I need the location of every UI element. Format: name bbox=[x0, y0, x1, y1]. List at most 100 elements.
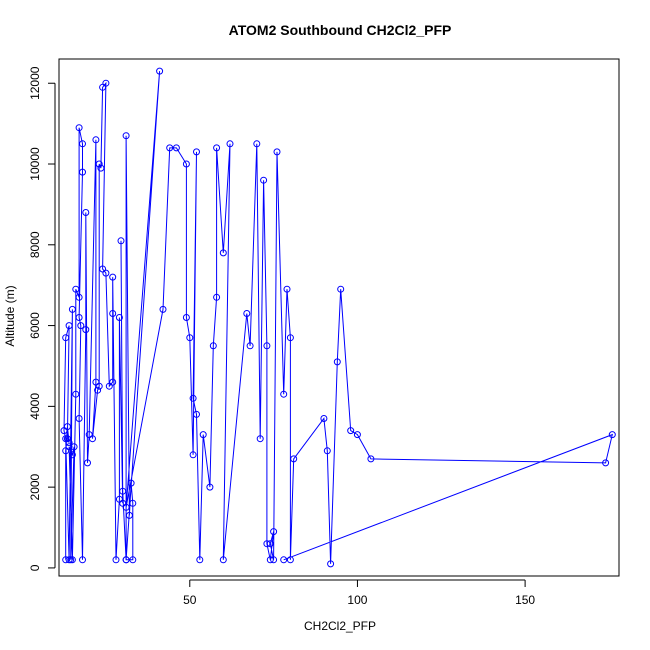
data-point bbox=[263, 342, 271, 350]
data-point bbox=[159, 305, 167, 313]
data-point bbox=[79, 140, 86, 148]
y-tick-label: 4000 bbox=[28, 393, 42, 420]
data-point bbox=[266, 540, 274, 548]
data-point bbox=[82, 209, 90, 216]
data-point bbox=[253, 140, 261, 148]
x-tick-label: 150 bbox=[515, 593, 535, 607]
data-point bbox=[193, 148, 200, 156]
data-point bbox=[172, 144, 180, 152]
data-point bbox=[209, 342, 217, 350]
data-point bbox=[89, 435, 96, 443]
data-point bbox=[226, 140, 234, 148]
data-point bbox=[105, 382, 113, 390]
data-point bbox=[213, 144, 221, 152]
data-point bbox=[286, 556, 294, 564]
data-point bbox=[367, 455, 375, 463]
x-tick-label: 50 bbox=[183, 593, 197, 607]
data-point bbox=[270, 556, 278, 564]
data-point bbox=[95, 160, 103, 168]
plot-frame bbox=[58, 58, 620, 577]
data-point bbox=[94, 386, 102, 394]
y-tick-label: 12000 bbox=[28, 66, 42, 100]
series-lines bbox=[63, 71, 614, 564]
y-tick-label: 6000 bbox=[28, 312, 42, 339]
data-point bbox=[270, 528, 278, 536]
data-point bbox=[63, 423, 71, 431]
y-tick-label: 8000 bbox=[28, 231, 42, 258]
chart-title: ATOM2 Southbound CH2Cl2_PFP bbox=[229, 22, 452, 38]
data-point bbox=[260, 176, 268, 184]
data-point bbox=[320, 415, 328, 422]
data-point bbox=[243, 310, 251, 317]
data-point bbox=[333, 358, 341, 366]
data-point bbox=[82, 326, 90, 334]
y-tick-label: 10000 bbox=[28, 147, 42, 181]
data-point bbox=[72, 285, 80, 293]
data-point bbox=[62, 447, 70, 455]
data-point bbox=[219, 556, 227, 564]
y-axis: 0 2000 4000 6000 8000 10000 12000 bbox=[28, 66, 56, 571]
data-point bbox=[186, 334, 194, 342]
data-point bbox=[327, 560, 335, 568]
data-point bbox=[117, 237, 125, 245]
data-point bbox=[266, 556, 274, 564]
data-point bbox=[68, 556, 76, 564]
data-point bbox=[77, 322, 85, 330]
data-point bbox=[189, 451, 197, 459]
data-point bbox=[213, 293, 221, 301]
data-point bbox=[347, 427, 355, 435]
data-point bbox=[62, 556, 70, 564]
data-point bbox=[129, 556, 137, 564]
data-point bbox=[115, 314, 123, 321]
data-point bbox=[206, 483, 214, 491]
series-points bbox=[60, 67, 616, 568]
data-point bbox=[75, 415, 83, 422]
data-point bbox=[127, 479, 135, 487]
data-point bbox=[608, 431, 616, 439]
data-point bbox=[102, 79, 110, 87]
data-point bbox=[286, 334, 294, 342]
data-point bbox=[79, 168, 86, 176]
data-point bbox=[97, 164, 105, 172]
data-point bbox=[246, 342, 254, 350]
data-point bbox=[109, 378, 117, 386]
data-point bbox=[280, 390, 288, 398]
data-point bbox=[119, 499, 127, 507]
data-point bbox=[283, 285, 291, 293]
x-axis-label: CH2Cl2_PFP bbox=[304, 619, 376, 633]
data-point bbox=[189, 394, 197, 402]
data-point bbox=[79, 556, 86, 564]
y-tick-label: 2000 bbox=[28, 473, 42, 500]
data-point bbox=[122, 556, 130, 564]
data-point bbox=[62, 435, 70, 443]
data-point bbox=[65, 439, 73, 447]
data-point bbox=[60, 427, 68, 435]
data-point bbox=[75, 314, 83, 321]
data-point bbox=[72, 390, 80, 398]
y-axis-label: Altitude (m) bbox=[3, 285, 17, 346]
data-point bbox=[65, 443, 73, 451]
data-point bbox=[125, 511, 133, 519]
data-point bbox=[62, 334, 70, 342]
y-tick-label: 0 bbox=[28, 564, 42, 571]
data-point bbox=[263, 540, 271, 548]
data-point bbox=[353, 431, 361, 439]
data-point bbox=[256, 435, 264, 443]
data-point bbox=[70, 443, 78, 451]
data-point bbox=[122, 132, 130, 140]
data-point bbox=[196, 556, 204, 564]
data-point bbox=[92, 136, 100, 144]
data-point bbox=[602, 459, 610, 467]
data-point bbox=[337, 285, 345, 293]
data-point bbox=[65, 322, 73, 330]
data-point bbox=[68, 451, 76, 459]
data-point bbox=[182, 160, 190, 168]
data-point bbox=[75, 124, 83, 132]
x-tick-label: 100 bbox=[347, 593, 367, 607]
data-point bbox=[280, 556, 288, 564]
data-point bbox=[129, 499, 137, 507]
data-point bbox=[273, 148, 281, 156]
data-point bbox=[109, 310, 117, 317]
x-axis: 50 100 150 bbox=[183, 579, 535, 607]
